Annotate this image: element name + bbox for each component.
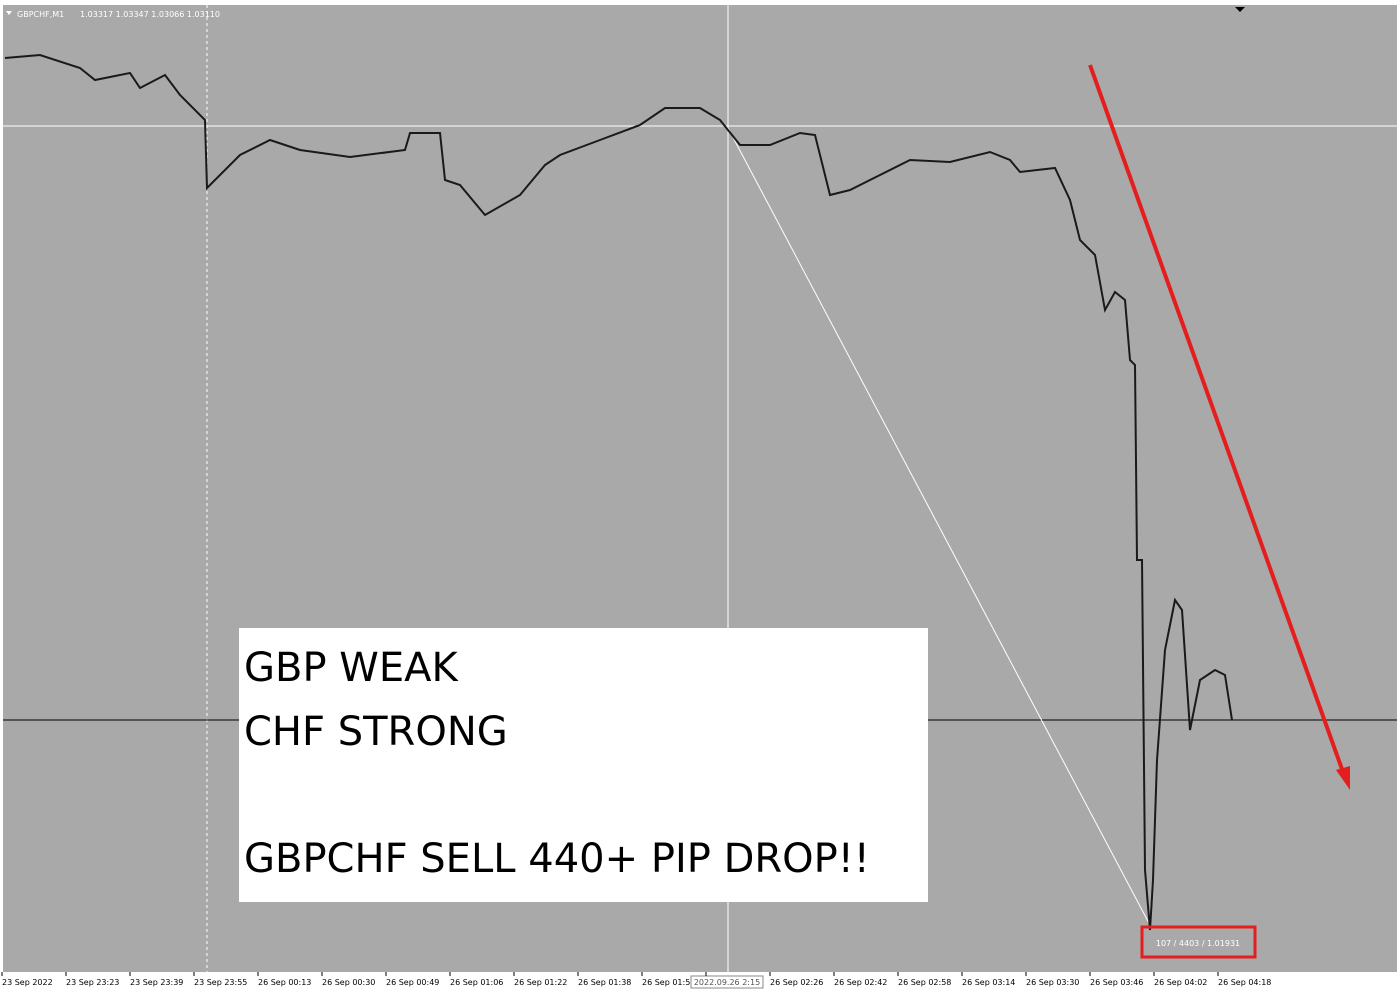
note-box — [239, 628, 928, 902]
time-label: 26 Sep 01:22 — [514, 978, 567, 987]
time-label: 26 Sep 02:42 — [834, 978, 887, 987]
price-path — [4, 53, 1233, 931]
symbol-label: GBPCHF,M1 — [17, 10, 64, 19]
time-label: 26 Sep 00:13 — [258, 978, 311, 987]
time-label: 23 Sep 2022 — [2, 978, 53, 987]
time-label: 26 Sep 01:38 — [578, 978, 631, 987]
measure-label: 107 / 4403 / 1.01931 — [1156, 939, 1240, 948]
note-line: GBP WEAK — [244, 645, 459, 691]
quote-label: 1.03317 1.03347 1.03066 1.03110 — [80, 10, 220, 19]
measure-box — [1140, 925, 1257, 959]
time-label: 26 Sep 00:30 — [322, 978, 375, 987]
time-label: 26 Sep 04:02 — [1154, 978, 1207, 987]
shift-marker — [1235, 7, 1245, 12]
trend-arrow — [1088, 64, 1345, 773]
note-line: CHF STRONG — [244, 709, 508, 755]
cursor-time: 2022.09.26 2:15 — [694, 978, 760, 987]
time-label: 26 Sep 03:30 — [1026, 978, 1079, 987]
measure-line — [727, 127, 1151, 926]
time-label: 26 Sep 01:06 — [450, 978, 503, 987]
note-line: GBPCHF SELL 440+ PIP DROP!! — [244, 836, 870, 882]
time-label: 26 Sep 04:18 — [1218, 978, 1271, 987]
time-label: 26 Sep 02:58 — [898, 978, 951, 987]
cursor-time-box — [690, 975, 764, 989]
time-label: 26 Sep 03:14 — [962, 978, 1015, 987]
time-label: 23 Sep 23:39 — [130, 978, 183, 987]
symbol-dropdown[interactable] — [6, 11, 12, 15]
time-label: 26 Sep 00:49 — [386, 978, 439, 987]
time-label: 23 Sep 23:23 — [66, 978, 119, 987]
time-label: 26 Sep 01:5 — [642, 978, 690, 987]
time-label: 26 Sep 02:26 — [770, 978, 823, 987]
time-label: 23 Sep 23:55 — [194, 978, 247, 987]
time-label: 26 Sep 03:46 — [1090, 978, 1143, 987]
arrow-head — [1336, 766, 1350, 790]
